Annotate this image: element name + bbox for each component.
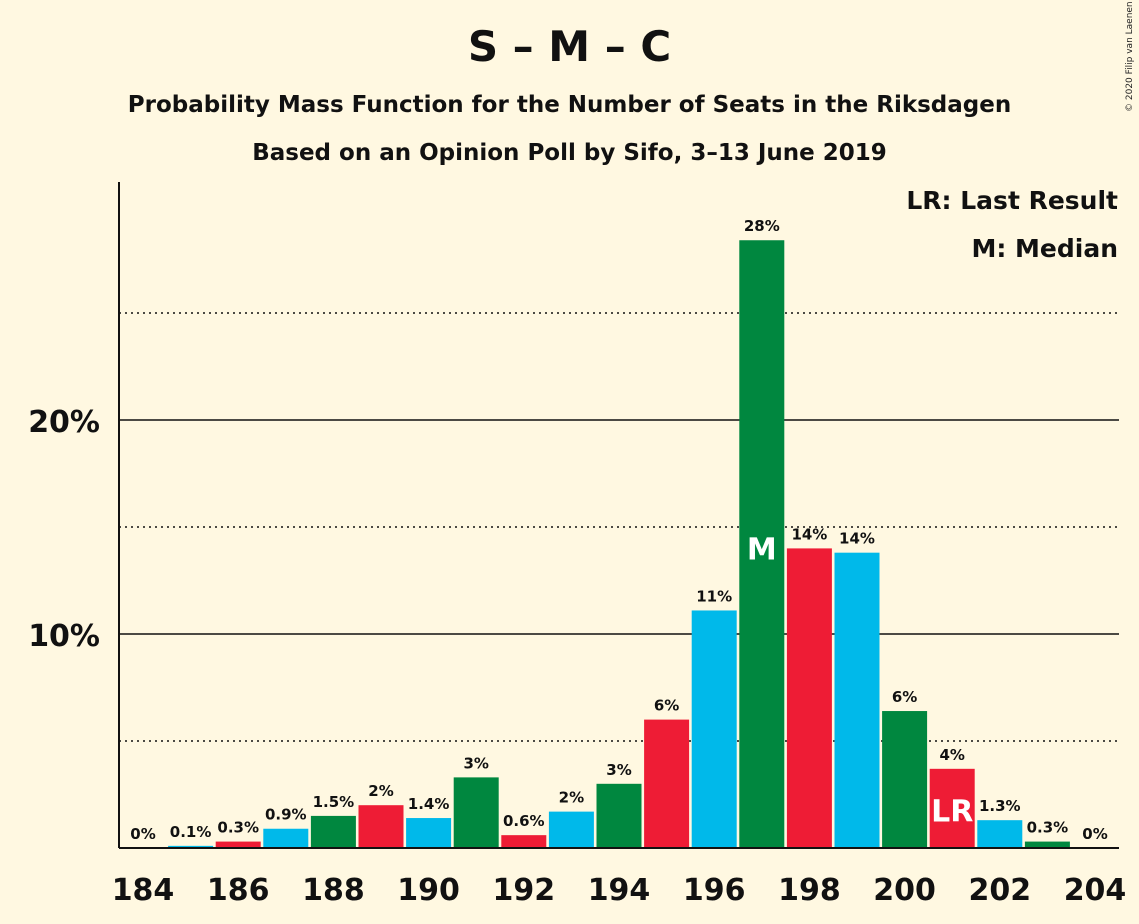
bar-191 bbox=[453, 777, 499, 848]
x-tick-label-188: 188 bbox=[302, 873, 365, 908]
bar-value-label-198: 14% bbox=[791, 525, 827, 543]
bar-188 bbox=[310, 815, 356, 848]
bar-200 bbox=[882, 711, 928, 848]
legend-median: M: Median bbox=[971, 234, 1118, 263]
y-tick-label: 20% bbox=[28, 405, 100, 440]
bar-201 bbox=[929, 768, 975, 848]
gridlines bbox=[119, 312, 1119, 742]
x-tick-label-186: 186 bbox=[207, 873, 270, 908]
bar-value-label-188: 1.5% bbox=[313, 793, 355, 811]
x-tick-label-192: 192 bbox=[492, 873, 555, 908]
bar-value-label-200: 6% bbox=[892, 688, 917, 706]
bar-value-label-185: 0.1% bbox=[170, 823, 212, 841]
bar-193 bbox=[548, 811, 594, 848]
bar-198 bbox=[786, 548, 832, 848]
bar-199 bbox=[834, 552, 880, 848]
x-tick-label-202: 202 bbox=[968, 873, 1031, 908]
bar-196 bbox=[691, 610, 737, 848]
legend-last-result: LR: Last Result bbox=[906, 186, 1118, 215]
x-tick-label-204: 204 bbox=[1064, 873, 1127, 908]
x-tick-label-200: 200 bbox=[873, 873, 936, 908]
bar-186 bbox=[215, 841, 261, 848]
bar-value-label-203: 0.3% bbox=[1027, 819, 1069, 837]
bar-value-label-192: 0.6% bbox=[503, 812, 545, 830]
bar-value-label-194: 3% bbox=[606, 761, 631, 779]
bar-197 bbox=[739, 240, 785, 849]
bar-value-label-191: 3% bbox=[463, 754, 488, 772]
median-marker: M bbox=[747, 532, 777, 567]
x-tick-label-198: 198 bbox=[778, 873, 841, 908]
bar-189 bbox=[358, 805, 404, 848]
bar-value-labels: 0% 0.1% 0.3% 0.9% 1.5% 2% 1.4% 3% 0.6% 2% 3% 6% 11% 2… bbox=[130, 217, 1107, 843]
bar-value-label-195: 6% bbox=[654, 697, 679, 715]
bar-value-label-187: 0.9% bbox=[265, 806, 307, 824]
bar-194 bbox=[596, 783, 642, 848]
bar-190 bbox=[406, 818, 452, 848]
bar-value-label-190: 1.4% bbox=[408, 795, 450, 813]
chart-subtitle: Probability Mass Function for the Number… bbox=[127, 92, 1012, 118]
bar-187 bbox=[263, 828, 309, 848]
bar-185 bbox=[168, 845, 214, 848]
bar-192 bbox=[501, 835, 547, 848]
bar-value-label-202: 1.3% bbox=[979, 797, 1021, 815]
bar-value-label-204: 0% bbox=[1082, 825, 1107, 843]
x-tick-label-190: 190 bbox=[397, 873, 460, 908]
x-tick-label-184: 184 bbox=[112, 873, 175, 908]
x-tick-label-196: 196 bbox=[683, 873, 746, 908]
bar-value-label-197: 28% bbox=[744, 217, 780, 235]
chart-title: S – M – C bbox=[467, 22, 672, 71]
bar-value-label-184: 0% bbox=[130, 825, 155, 843]
bar-value-label-189: 2% bbox=[368, 782, 393, 800]
bar-value-label-186: 0.3% bbox=[217, 819, 259, 837]
bar-value-label-199: 14% bbox=[839, 530, 875, 548]
bar-203 bbox=[1024, 841, 1070, 848]
bar-value-label-196: 11% bbox=[696, 587, 732, 605]
x-tick-label-194: 194 bbox=[588, 873, 651, 908]
bars bbox=[168, 240, 1070, 849]
bar-value-label-193: 2% bbox=[559, 789, 584, 807]
last-result-marker: LR bbox=[931, 795, 973, 830]
bar-value-label-201: 4% bbox=[939, 746, 964, 764]
y-tick-label: 10% bbox=[28, 619, 100, 654]
axes: 10% 20% 184 186 188 190 192 194 196 198 200 202 204 bbox=[28, 182, 1126, 908]
chart-source-line: Based on an Opinion Poll by Sifo, 3–13 J… bbox=[252, 140, 887, 166]
bar-202 bbox=[977, 820, 1023, 848]
bar-195 bbox=[644, 719, 690, 848]
